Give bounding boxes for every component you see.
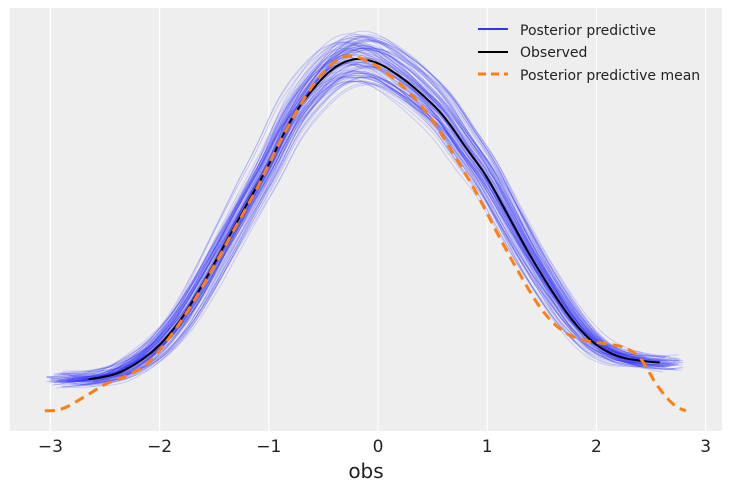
posterior-predictive-line: [58, 54, 678, 377]
plot-background: [10, 8, 722, 431]
posterior-predictive-line: [46, 41, 683, 378]
posterior-predictive-line: [60, 41, 677, 378]
x-tick-label: 1: [482, 437, 493, 457]
x-tick-label: −1: [256, 437, 281, 457]
posterior-predictive-line: [88, 75, 666, 377]
posterior-predictive-line: [60, 47, 649, 376]
posterior-predictive-line: [65, 36, 666, 381]
summary-lines: [44, 54, 687, 413]
posterior-predictive-line: [56, 47, 682, 383]
x-tick-label: −3: [38, 437, 63, 457]
posterior-predictive-line: [49, 66, 677, 385]
posterior-predictive-line: [78, 76, 649, 380]
posterior-predictive-line: [49, 61, 680, 385]
x-axis-label: obs: [348, 459, 383, 483]
posterior-predictive-line: [63, 64, 643, 378]
posterior-predictive-line: [62, 33, 661, 372]
posterior-predictive-line: [84, 45, 683, 379]
posterior-predictive-line: [73, 80, 637, 378]
legend-label-posterior-predictive-mean: Posterior predictive mean: [520, 68, 700, 84]
posterior-predictive-line: [61, 61, 675, 385]
posterior-predictive-line: [66, 71, 673, 380]
posterior-predictive-line: [67, 62, 656, 379]
posterior-predictive-line: [81, 80, 646, 383]
posterior-predictive-line: [73, 66, 638, 385]
posterior-predictive-line: [65, 50, 647, 378]
posterior-predictive-line: [70, 61, 646, 377]
x-tick-label: 3: [700, 437, 711, 457]
legend-label-posterior-predictive: Posterior predictive: [520, 23, 656, 39]
posterior-predictive-line: [62, 74, 664, 375]
posterior-predictive-line: [88, 61, 675, 380]
posterior-predictive-line: [63, 39, 672, 383]
posterior-predictive-line: [60, 49, 647, 377]
posterior-predictive-line: [93, 34, 635, 379]
posterior-predictive-line: [76, 57, 672, 380]
posterior-predictive-line: [47, 47, 638, 378]
posterior-predictive-line: [58, 36, 679, 383]
x-tick-label: 0: [373, 437, 384, 457]
posterior-predictive-line: [67, 41, 651, 378]
posterior-predictive-line: [58, 47, 667, 384]
posterior-predictive-line: [81, 34, 639, 381]
posterior-predictive-line: [45, 51, 684, 382]
posterior-predictive-line: [93, 76, 665, 384]
posterior-predictive-mean-line: [44, 54, 687, 413]
posterior-predictive-line: [67, 70, 665, 382]
posterior-predictive-line: [59, 84, 679, 383]
posterior-predictive-line: [68, 62, 643, 383]
x-tick-label: 2: [591, 437, 602, 457]
posterior-predictive-line: [72, 49, 662, 379]
posterior-predictive-line: [56, 53, 650, 382]
posterior-predictive-line: [56, 46, 682, 381]
posterior-predictive-line: [82, 76, 658, 381]
x-tick-label: −2: [147, 437, 172, 457]
posterior-predictive-line: [53, 45, 647, 377]
posterior-predictive-line: [84, 35, 636, 379]
posterior-predictive-line: [77, 40, 643, 380]
posterior-predictive-line: [87, 35, 660, 373]
posterior-predictive-line: [50, 36, 643, 382]
posterior-predictive-line: [50, 61, 679, 385]
posterior-predictive-line: [54, 42, 651, 383]
posterior-predictive-line: [57, 72, 682, 383]
posterior-predictive-line: [54, 44, 645, 375]
posterior-predictive-line: [62, 80, 678, 388]
posterior-predictive-line: [74, 39, 680, 376]
posterior-predictive-line: [77, 43, 670, 383]
grid-lines: [49, 8, 707, 431]
posterior-predictive-line: [77, 81, 684, 377]
posterior-predictive-line: [80, 76, 645, 380]
posterior-predictive-line: [80, 76, 661, 383]
posterior-predictive-line: [49, 82, 671, 381]
observed-line: [88, 57, 660, 381]
posterior-predictive-line: [52, 52, 641, 383]
posterior-predictive-line: [52, 49, 669, 382]
posterior-predictive-line: [84, 69, 680, 380]
posterior-predictive-line: [63, 64, 671, 381]
posterior-predictive-line: [69, 65, 635, 387]
legend-label-observed: Observed: [520, 45, 587, 61]
posterior-predictive-line: [79, 70, 647, 386]
posterior-predictive-line: [88, 39, 650, 379]
posterior-predictive-line: [65, 30, 666, 382]
posterior-predictive-line: [88, 48, 680, 379]
posterior-predictive-line: [48, 47, 660, 383]
legend: Posterior predictive Observed Posterior …: [478, 23, 700, 84]
posterior-predictive-line: [56, 72, 657, 389]
x-tick-labels: −3 −2 −1 0 1 2 3: [38, 437, 711, 457]
